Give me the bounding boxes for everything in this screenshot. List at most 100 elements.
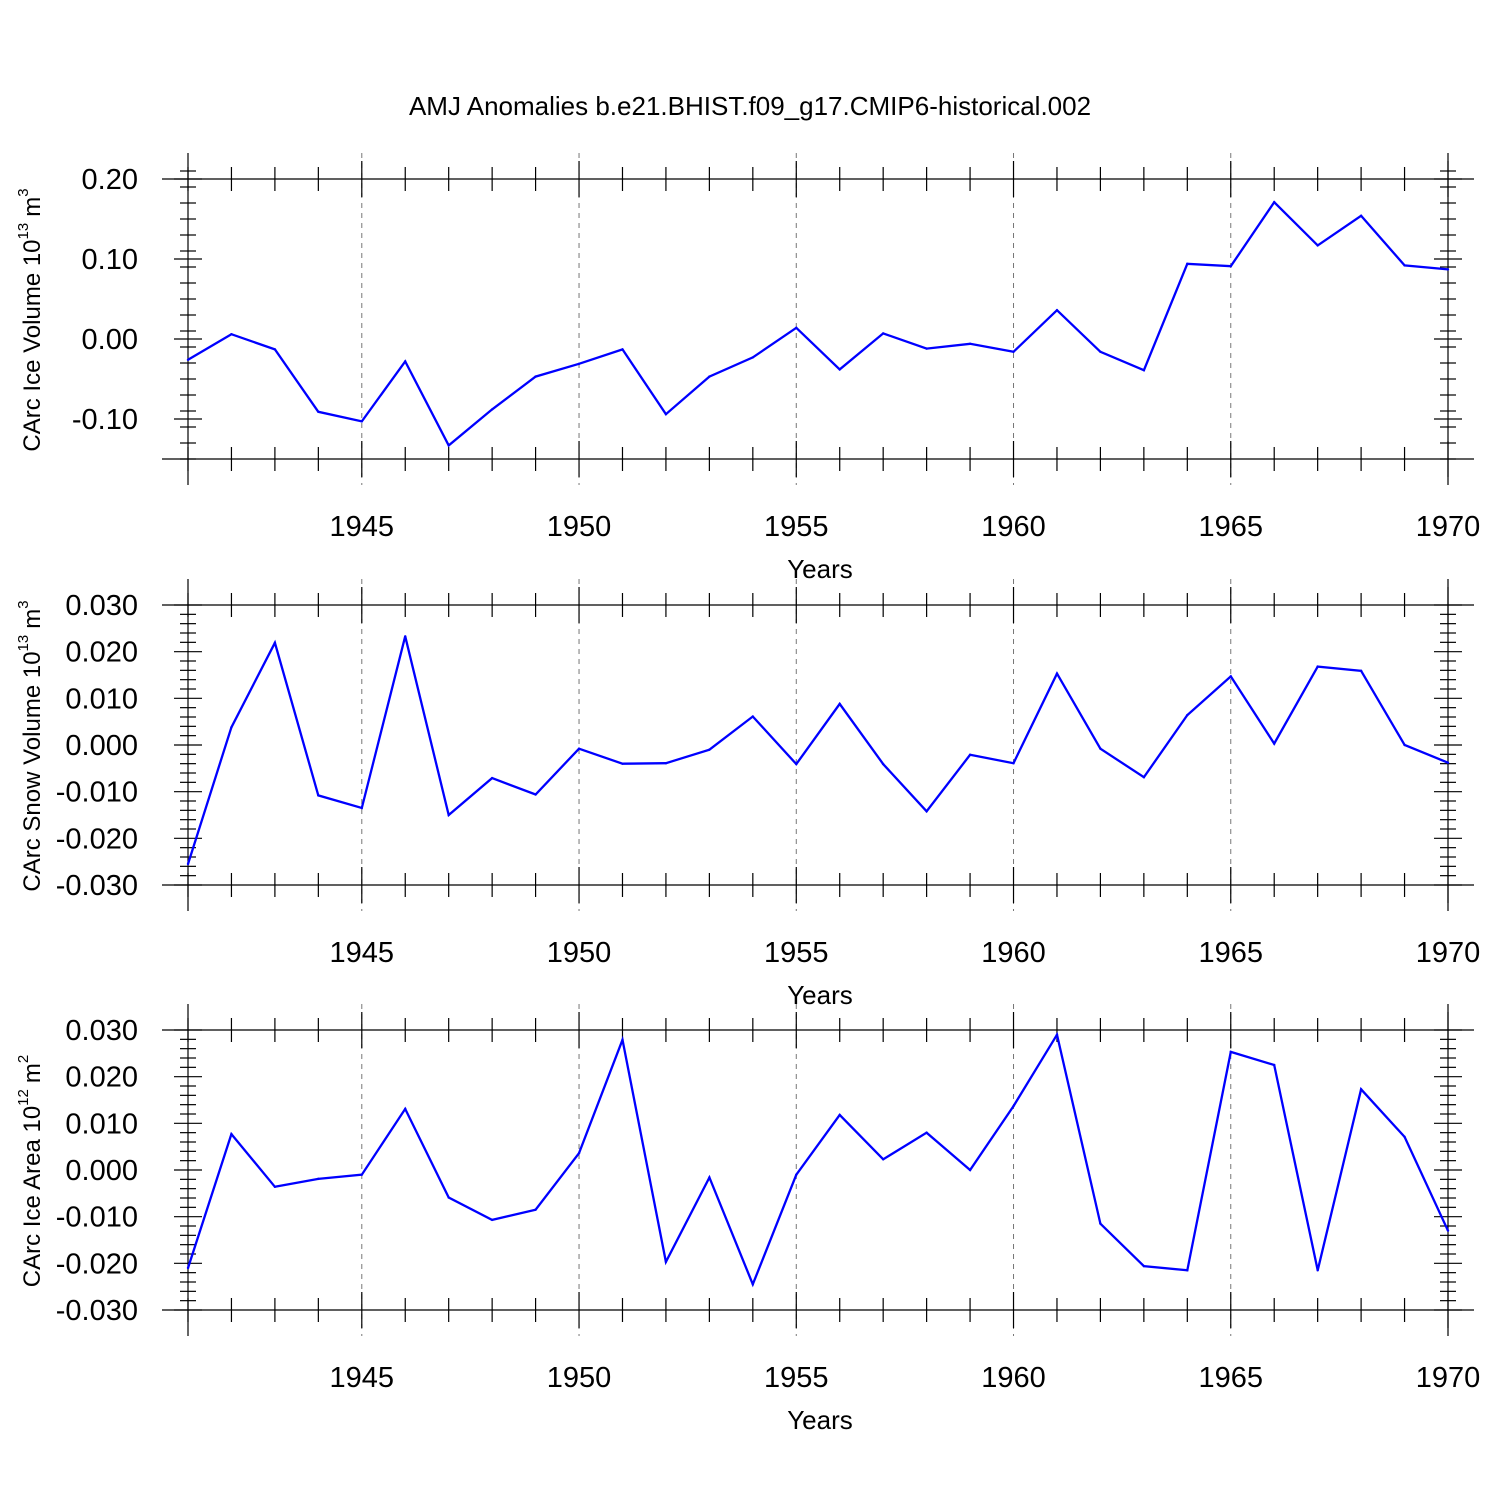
data-point xyxy=(186,862,190,866)
data-point xyxy=(273,348,277,351)
data-point xyxy=(1142,776,1146,779)
data-point xyxy=(360,420,363,423)
data-point xyxy=(230,726,233,729)
data-point xyxy=(925,810,928,813)
y-tick-label: -0.010 xyxy=(56,1202,138,1234)
data-point xyxy=(577,362,581,365)
data-point xyxy=(838,1113,841,1117)
data-point xyxy=(838,702,841,706)
y-tick-label: 0.020 xyxy=(65,1062,138,1094)
x-tick-label: 1970 xyxy=(1416,937,1481,969)
data-point xyxy=(186,1266,190,1270)
data-point xyxy=(881,762,885,766)
y-tick-label: -0.020 xyxy=(56,823,138,855)
y-axis-label-unit: m xyxy=(19,197,46,217)
data-point xyxy=(881,1158,885,1161)
data-point xyxy=(1316,1269,1319,1272)
data-point xyxy=(230,1132,233,1136)
data-point xyxy=(577,1152,581,1155)
data-point xyxy=(664,413,668,416)
data-point xyxy=(751,356,755,359)
data-point xyxy=(1316,665,1319,668)
y-tick-label: 0.030 xyxy=(65,1015,138,1047)
x-tick-label: 1955 xyxy=(764,937,829,969)
data-point xyxy=(1229,675,1232,678)
data-point xyxy=(1403,264,1406,267)
data-point xyxy=(795,326,798,329)
data-point xyxy=(1403,743,1406,747)
data-point xyxy=(317,1177,320,1181)
data-point xyxy=(1099,1222,1102,1225)
data-point xyxy=(1229,265,1232,268)
x-tick-label: 1965 xyxy=(1199,1362,1264,1394)
y-tick-label: 0.020 xyxy=(65,637,138,669)
data-point xyxy=(1359,669,1363,672)
data-point xyxy=(404,635,407,638)
data-point xyxy=(360,806,363,810)
data-point xyxy=(447,444,450,447)
data-point xyxy=(881,332,885,335)
data-point xyxy=(1055,1033,1059,1036)
y-tick-label: 0.010 xyxy=(65,683,138,715)
data-point xyxy=(490,408,494,411)
data-point xyxy=(708,1176,711,1179)
data-point xyxy=(1273,201,1276,204)
y-tick-label: 0.000 xyxy=(65,1155,138,1187)
data-point xyxy=(795,1173,798,1176)
data-point xyxy=(317,410,320,413)
data-point xyxy=(404,1107,407,1111)
panels-container: -0.10 0.00 0.10 0.20 1945 1950 1955 1960 1965 197… xyxy=(15,153,1480,1435)
data-point xyxy=(1359,1088,1363,1091)
x-tick-label: 1960 xyxy=(981,1362,1046,1394)
chart-title: AMJ Anomalies b.e21.BHIST.f09_g17.CMIP6-… xyxy=(409,91,1091,121)
series-line xyxy=(186,1031,1450,1288)
data-point xyxy=(968,753,972,756)
data-point xyxy=(925,347,928,350)
data-point xyxy=(534,375,537,378)
x-tick-label: 1970 xyxy=(1416,1362,1481,1394)
data-point xyxy=(360,1173,363,1176)
data-point xyxy=(1012,1104,1015,1108)
data-point xyxy=(708,748,711,751)
series-line xyxy=(187,200,1449,448)
panel-3: -0.030 -0.020 -0.010 0.000 0.010 0.020 0.030 19… xyxy=(15,1004,1480,1435)
y-axis-label-text: CArc Ice Area 10 xyxy=(19,1106,46,1287)
x-tick-label: 1945 xyxy=(330,937,395,969)
data-point xyxy=(490,1218,494,1222)
data-point xyxy=(1055,672,1059,675)
y-tick-label: 0.030 xyxy=(65,590,138,622)
data-point xyxy=(621,348,624,351)
x-tick-label: 1955 xyxy=(764,511,829,543)
series-line xyxy=(186,636,1449,865)
data-point xyxy=(490,776,494,780)
data-point xyxy=(447,1196,450,1199)
y-tick-label: -0.030 xyxy=(56,1295,138,1327)
data-point xyxy=(621,762,624,765)
data-point xyxy=(1099,350,1102,353)
data-point xyxy=(1186,713,1189,717)
data-point xyxy=(1403,1135,1406,1139)
panel-2: -0.030 -0.020 -0.010 0.000 0.010 0.020 0.030 19… xyxy=(15,579,1480,1010)
data-point xyxy=(838,368,841,371)
data-point xyxy=(795,762,798,766)
data-point xyxy=(186,358,190,361)
panel-1: -0.10 0.00 0.10 0.20 1945 1950 1955 1960 1965 197… xyxy=(15,153,1480,584)
data-point xyxy=(534,1208,537,1211)
y-axis-label-text: CArc Ice Volume 10 xyxy=(19,239,46,451)
data-point xyxy=(751,1283,755,1286)
x-tick-label: 1950 xyxy=(547,511,612,543)
data-point xyxy=(1446,268,1450,271)
data-point xyxy=(1186,262,1189,265)
data-point xyxy=(273,1185,277,1189)
y-axis-label-unit-exponent: 3 xyxy=(15,188,32,196)
y-tick-label: -0.010 xyxy=(56,777,138,809)
y-axis-label-unit: m xyxy=(19,609,46,629)
data-point xyxy=(1446,1229,1450,1232)
x-tick-label: 1950 xyxy=(547,937,612,969)
y-axis-label: CArc Snow Volume 1013 m3 xyxy=(15,600,46,891)
data-point xyxy=(534,793,537,796)
y-tick-label: 0.20 xyxy=(82,164,138,196)
data-point xyxy=(404,360,407,363)
